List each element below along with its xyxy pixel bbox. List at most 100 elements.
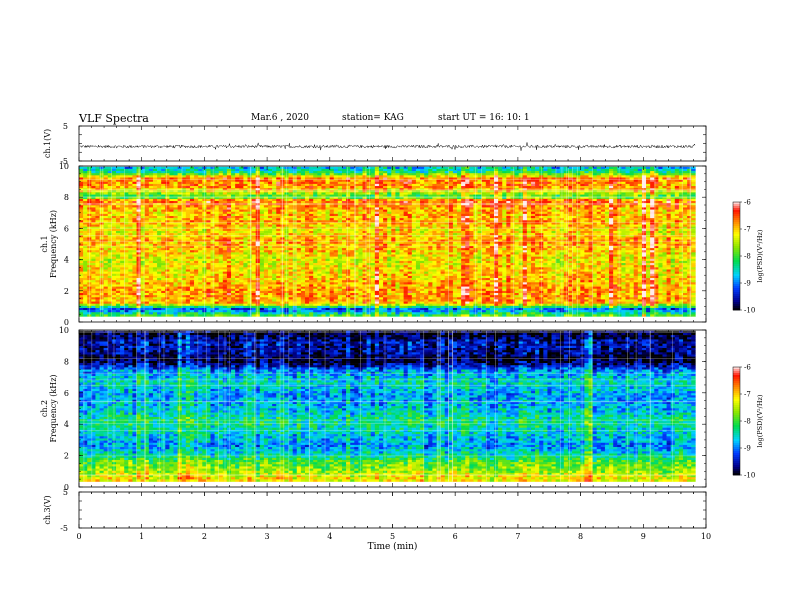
spectrogram-cell [214, 194, 220, 198]
spectrogram-cell [354, 233, 359, 236]
spectrogram-cell [625, 207, 630, 210]
spectrogram-cell [115, 168, 121, 172]
spectrogram-cell [177, 183, 183, 187]
spectrogram-cell [189, 220, 195, 223]
spectrogram-cell [658, 209, 663, 213]
spectrogram-cell [362, 224, 367, 227]
spectrogram-cell [666, 203, 671, 206]
spectrogram-cell [670, 226, 676, 230]
spectrogram-cell [596, 209, 602, 213]
spectrogram-cell [91, 177, 96, 180]
spectrogram-cell [555, 168, 561, 172]
spectrogram-cell [374, 215, 380, 219]
spectrogram-cell [609, 228, 614, 232]
spectrogram-cell [132, 177, 137, 180]
spectrogram-cell [370, 194, 376, 198]
spectrogram-cell [514, 166, 519, 170]
spectrogram-cell [173, 173, 178, 176]
spectrogram-cell [378, 213, 384, 217]
spectrogram-cell [440, 196, 445, 200]
spectrogram-cell [152, 222, 158, 225]
spectrogram-cell [600, 171, 606, 174]
spectrogram-cell [650, 190, 655, 193]
spectrogram-cell [350, 222, 355, 225]
spectrogram-cell [477, 228, 482, 232]
spectrogram-cell [374, 228, 380, 232]
spectrogram-cell [91, 205, 96, 208]
spectrogram-cell [687, 230, 692, 234]
spectrogram-cell [674, 181, 680, 185]
spectrogram-cell [79, 168, 84, 172]
spectrogram-cell [641, 205, 647, 208]
spectrogram-cell [613, 222, 618, 225]
spectrogram-cell [173, 230, 178, 234]
spectrogram-cell [440, 224, 445, 227]
spectrogram-cell [317, 215, 322, 219]
spectrogram-cell [272, 168, 277, 172]
spectrogram-cell [621, 201, 626, 204]
spectrogram-cell [107, 183, 113, 187]
spectrogram-cell [304, 181, 310, 185]
spectrogram-cell [530, 224, 536, 227]
spectrogram-cell [691, 168, 696, 172]
spectrogram-cell [510, 177, 515, 180]
spectrogram-cell [317, 211, 322, 215]
spectrogram-cell [551, 194, 556, 198]
spectrogram-cell [107, 230, 113, 234]
spectrogram-cell [235, 177, 240, 180]
spectrogram-cell [140, 188, 146, 191]
spectrogram-cell [625, 171, 630, 174]
spectrogram-cell [407, 218, 413, 221]
spectrogram-cell [313, 207, 318, 210]
spectrogram-cell [185, 201, 191, 204]
spectrogram-cell [91, 196, 96, 200]
spectrogram-cell [169, 186, 174, 189]
spectrogram-cell [530, 211, 536, 215]
spectrogram-cell [231, 226, 236, 230]
spectrogram-cell [658, 175, 663, 178]
spectrogram-cell [83, 175, 88, 178]
spectrogram-cell [362, 235, 367, 238]
spectrogram-cell [510, 228, 515, 232]
spectrogram-cell [341, 179, 347, 183]
spectrogram-cell [181, 226, 187, 230]
spectrogram-cell [674, 213, 680, 217]
spectrogram-cell [530, 230, 536, 234]
spectrogram-cell [370, 203, 376, 206]
spectrogram-cell [629, 192, 635, 195]
spectrogram-cell [641, 226, 647, 230]
spectrogram-cell [378, 166, 384, 170]
spectrogram-cell [120, 198, 125, 202]
spectrogram-cell [403, 188, 409, 191]
spectrogram-cell [625, 211, 630, 215]
spectrogram-cell [144, 233, 150, 236]
spectrogram-cell [580, 194, 585, 198]
spectrogram-cell [461, 211, 466, 215]
spectrogram-cell [210, 213, 215, 217]
spectrogram-cell [218, 220, 224, 223]
spectrogram-cell [239, 203, 244, 206]
spectrogram-cell [206, 233, 211, 236]
spectrogram-cell [263, 228, 269, 232]
spectrogram-cell [132, 183, 137, 187]
spectrogram-cell [637, 186, 643, 189]
spectrogram-cell [530, 218, 536, 221]
spectrogram-cell [198, 183, 203, 187]
spectrogram-cell [436, 233, 441, 236]
spectrogram-cell [194, 235, 199, 238]
spectrogram-cell [177, 233, 183, 236]
spectrogram-cell [457, 201, 462, 204]
spectrogram-cell [444, 175, 450, 178]
spectrogram-cell [596, 207, 602, 210]
spectrogram-cell [691, 218, 696, 221]
spectrogram-cell [341, 215, 347, 219]
spectrogram-cell [498, 201, 503, 204]
spectrogram-cell [354, 215, 359, 219]
spectrogram-cell [592, 175, 598, 178]
spectrogram-cell [617, 218, 622, 221]
spectrogram-cell [313, 173, 318, 176]
spectrogram-cell [399, 175, 404, 178]
spectrogram-cell [399, 177, 404, 180]
spectrogram-cell [226, 211, 232, 215]
spectrogram-cell [309, 218, 314, 221]
